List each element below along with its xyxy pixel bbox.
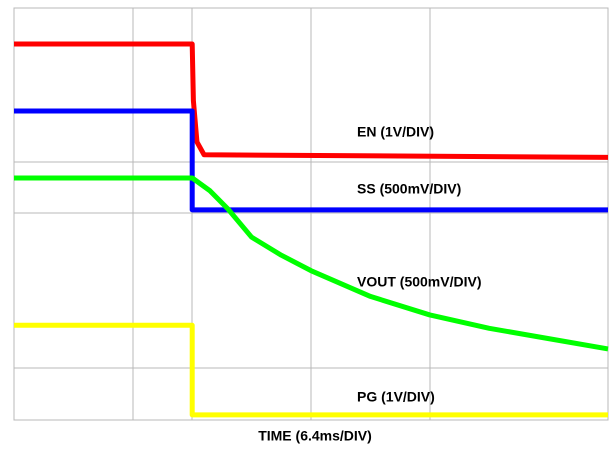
trace	[14, 322, 608, 418]
graticule	[13, 7, 609, 421]
trace	[14, 108, 608, 213]
x-axis-label: TIME (6.4ms/DIV)	[258, 428, 372, 444]
trace-label: EN (1V/DIV)	[357, 124, 434, 140]
trace	[14, 41, 609, 160]
trace	[14, 175, 609, 352]
trace-label: PG (1V/DIV)	[357, 389, 435, 405]
trace-label: SS (500mV/DIV)	[357, 181, 461, 197]
trace-label: VOUT (500mV/DIV)	[357, 274, 481, 290]
